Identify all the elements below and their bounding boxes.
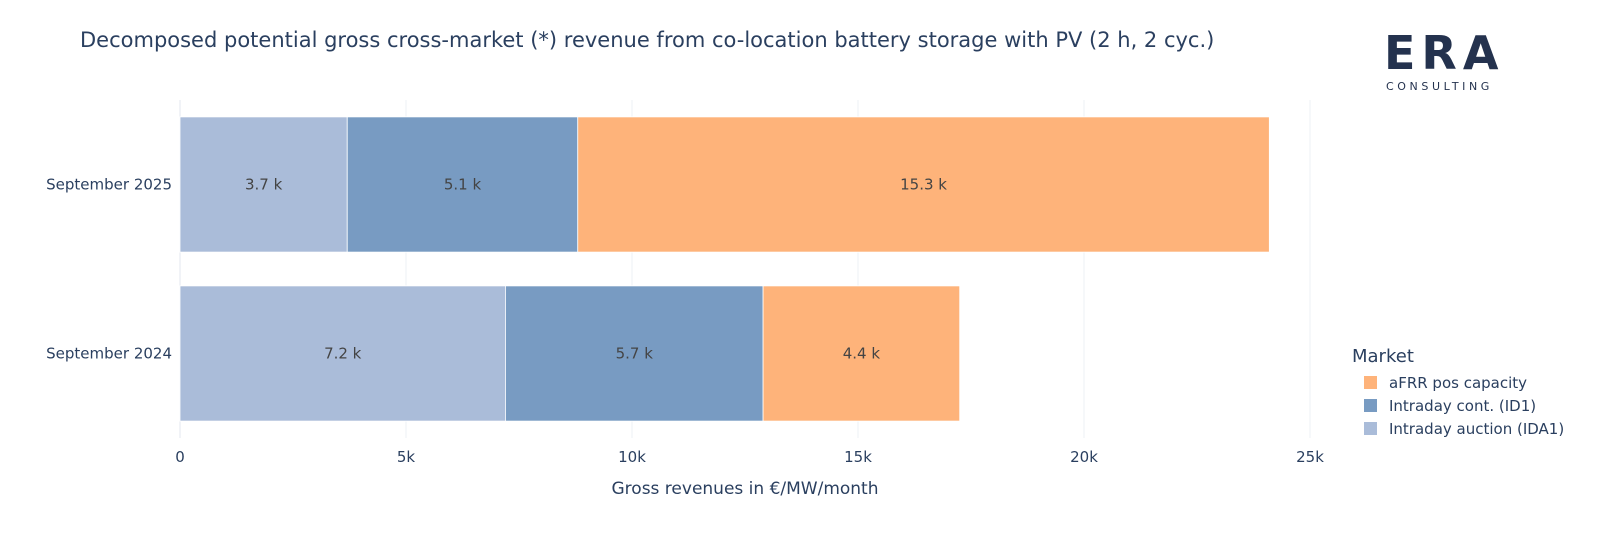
x-axis-title: Gross revenues in €/MW/month [612, 479, 879, 499]
x-tick-label: 0 [175, 448, 185, 466]
axis-layer: 0 5k 10k 15k 20k 25k Gross revenues in €/MW/mo… [46, 176, 1324, 500]
x-tick-label: 20k [1070, 448, 1098, 466]
bar-segment[interactable] [346, 116, 579, 253]
bar-segment[interactable] [762, 285, 961, 422]
bar-segment[interactable] [179, 116, 348, 253]
x-tick-label: 25k [1296, 448, 1324, 466]
x-tick-label: 5k [397, 448, 416, 466]
bar-data-label: 3.7 k [245, 176, 283, 194]
legend-label: aFRR pos capacity [1389, 373, 1528, 392]
bar-data-label: 15.3 k [900, 176, 947, 194]
logo-subtitle: CONSULTING [1386, 80, 1493, 93]
legend-items: aFRR pos capacity Intraday cont. (ID1) Int… [1352, 371, 1564, 440]
legend-item[interactable]: Intraday auction (IDA1) [1352, 417, 1564, 440]
bar-data-label: 5.7 k [616, 345, 654, 363]
legend-swatch [1364, 422, 1377, 435]
label-layer: 3.7 k 5.1 k 15.3 k 7.2 k 5.7 k 4.4 k [245, 176, 947, 363]
bar-segment[interactable] [505, 285, 764, 422]
legend-swatch [1364, 376, 1377, 389]
bar-data-label: 4.4 k [843, 345, 881, 363]
bar-segment[interactable] [577, 116, 1270, 253]
legend-title: Market [1352, 346, 1414, 367]
chart-title: Decomposed potential gross cross-market … [80, 28, 1215, 52]
bar-data-label: 7.2 k [324, 345, 362, 363]
y-tick-label: September 2024 [46, 345, 172, 363]
logo-wordmark: ERA [1384, 26, 1505, 80]
legend-item[interactable]: aFRR pos capacity [1352, 371, 1564, 394]
legend: Market aFRR pos capacity Intraday cont. (… [1352, 346, 1564, 440]
y-tick-label: September 2025 [46, 176, 172, 194]
bar-segment[interactable] [179, 285, 506, 422]
x-tick-label: 15k [844, 448, 872, 466]
bar-data-label: 5.1 k [444, 176, 482, 194]
era-consulting-logo: ERA CONSULTING [1380, 26, 1520, 96]
legend-label: Intraday cont. (ID1) [1389, 396, 1537, 415]
legend-swatch [1364, 399, 1377, 412]
x-tick-label: 10k [618, 448, 646, 466]
legend-label: Intraday auction (IDA1) [1389, 419, 1565, 438]
bar-layer [179, 116, 1270, 422]
legend-item[interactable]: Intraday cont. (ID1) [1352, 394, 1564, 417]
